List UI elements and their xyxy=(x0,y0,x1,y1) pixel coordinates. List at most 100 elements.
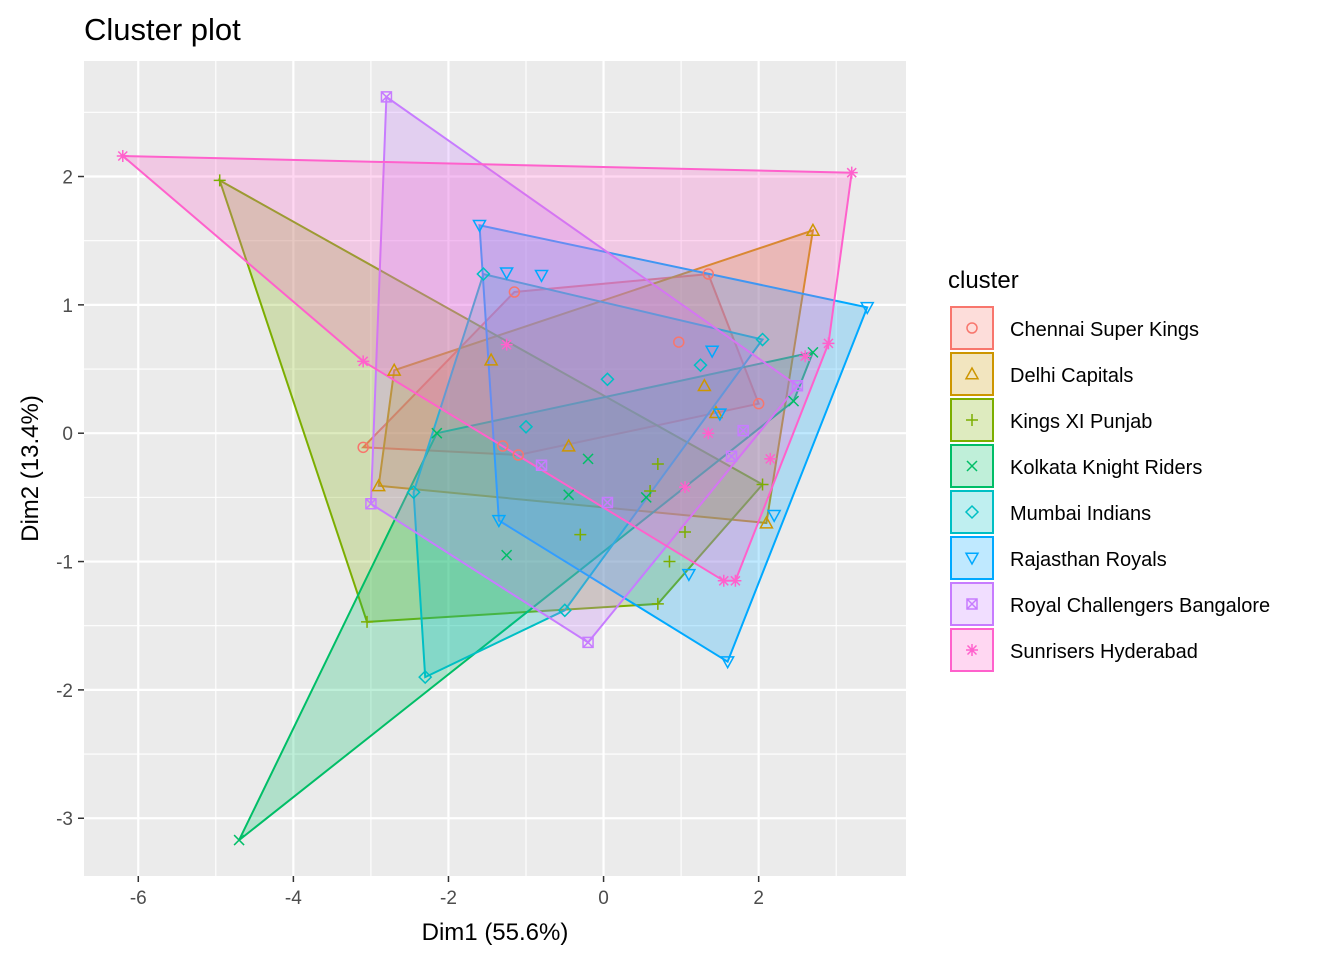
point-kolkata-knight-riders xyxy=(431,427,443,439)
hull-mumbai-indians xyxy=(412,272,765,679)
legend-label-kings-xi-punjab: Kings XI Punjab xyxy=(1010,411,1152,433)
point-chennai-super-kings xyxy=(357,441,369,454)
x-tick-label: -2 xyxy=(440,888,457,909)
point-sunrisers-hyderabad xyxy=(799,350,812,363)
x-tick-label: 0 xyxy=(598,888,609,909)
point-delhi-capitals xyxy=(386,362,402,376)
legend-title: cluster xyxy=(948,267,1019,294)
point-kolkata-knight-riders xyxy=(563,489,575,501)
point-mumbai-indians xyxy=(755,332,770,347)
point-sunrisers-hyderabad xyxy=(764,452,777,465)
x-tick-label: 2 xyxy=(753,888,764,909)
point-rajasthan-royals xyxy=(499,267,514,281)
point-kings-xi-punjab xyxy=(678,526,691,539)
point-sunrisers-hyderabad xyxy=(729,574,742,587)
data-points xyxy=(116,91,875,846)
y-axis-ticks: -3 -2 -1 0 1 2 xyxy=(56,168,84,830)
point-sunrisers-hyderabad xyxy=(357,355,370,368)
point-delhi-capitals xyxy=(708,405,724,419)
point-kolkata-knight-riders xyxy=(788,395,800,407)
legend-marker-mumbai-indians xyxy=(964,504,980,520)
legend-key-delhi-capitals xyxy=(950,352,994,396)
legend-key-chennai-super-kings xyxy=(950,306,994,350)
point-sunrisers-hyderabad xyxy=(717,574,730,587)
legend-marker-delhi-capitals xyxy=(964,366,980,380)
point-kings-xi-punjab xyxy=(361,615,374,628)
point-kings-xi-punjab xyxy=(213,174,226,187)
point-delhi-capitals xyxy=(759,515,774,529)
point-sunrisers-hyderabad xyxy=(845,166,858,179)
point-kings-xi-punjab xyxy=(574,528,587,541)
x-tick-label: -6 xyxy=(130,888,147,909)
legend-label-delhi-capitals: Delhi Capitals xyxy=(1010,365,1133,387)
point-delhi-capitals xyxy=(805,222,821,236)
legend-label-kolkata-knight-riders: Kolkata Knight Riders xyxy=(1010,457,1202,479)
legend-marker-kolkata-knight-riders xyxy=(966,460,978,472)
point-rajasthan-royals xyxy=(766,509,782,523)
legend-marker-royal-challengers-bangalore xyxy=(966,598,978,610)
y-tick-label: 0 xyxy=(62,424,73,445)
cluster-hulls xyxy=(120,95,869,841)
point-kings-xi-punjab xyxy=(651,597,664,610)
point-rajasthan-royals xyxy=(491,514,507,529)
y-tick-label: -2 xyxy=(56,681,73,702)
point-royal-challengers-bangalore xyxy=(601,496,614,509)
point-chennai-super-kings xyxy=(673,336,685,348)
point-rajasthan-royals xyxy=(712,408,728,422)
legend-marker-rajasthan-royals xyxy=(964,552,980,566)
x-tick-label: -4 xyxy=(285,888,302,909)
point-royal-challengers-bangalore xyxy=(791,379,804,392)
point-kolkata-knight-riders xyxy=(582,453,594,465)
point-mumbai-indians xyxy=(518,419,534,434)
legend-marker-chennai-super-kings xyxy=(966,322,978,334)
y-tick-label: -1 xyxy=(56,553,73,574)
point-sunrisers-hyderabad xyxy=(500,338,513,351)
point-kings-xi-punjab xyxy=(756,478,769,491)
legend-marker-sunrisers-hyderabad xyxy=(966,644,978,656)
legend-label-rajasthan-royals: Rajasthan Royals xyxy=(1010,549,1167,571)
y-tick-label: 2 xyxy=(62,168,73,189)
point-kolkata-knight-riders xyxy=(233,834,245,846)
point-mumbai-indians xyxy=(693,358,708,373)
point-rajasthan-royals xyxy=(859,301,875,315)
legend-key-royal-challengers-bangalore xyxy=(950,582,994,626)
legend-key-kings-xi-punjab xyxy=(950,398,994,442)
point-delhi-capitals xyxy=(697,378,712,392)
point-kolkata-knight-riders xyxy=(501,549,513,561)
y-axis-label: Dim2 (13.4%) xyxy=(17,395,44,542)
point-chennai-super-kings xyxy=(702,268,715,280)
grid-lines xyxy=(84,61,906,876)
hull-chennai-super-kings xyxy=(360,273,761,457)
point-mumbai-indians xyxy=(600,372,615,387)
point-royal-challengers-bangalore xyxy=(737,424,749,437)
point-sunrisers-hyderabad xyxy=(678,481,691,494)
point-royal-challengers-bangalore xyxy=(380,91,393,103)
point-kings-xi-punjab xyxy=(663,555,676,568)
point-royal-challengers-bangalore xyxy=(725,450,738,463)
legend-label-mumbai-indians: Mumbai Indians xyxy=(1010,503,1151,525)
point-chennai-super-kings xyxy=(508,286,521,298)
point-kolkata-knight-riders xyxy=(640,491,652,503)
legend-label-royal-challengers-bangalore: Royal Challengers Bangalore xyxy=(1010,595,1270,617)
hull-rajasthan-royals xyxy=(478,224,869,664)
legend-label-sunrisers-hyderabad: Sunrisers Hyderabad xyxy=(1010,641,1198,663)
point-kings-xi-punjab xyxy=(651,458,664,471)
x-axis-ticks: -6 -4 -2 0 2 xyxy=(130,876,764,909)
point-chennai-super-kings xyxy=(512,449,525,461)
point-chennai-super-kings xyxy=(752,397,765,410)
point-royal-challengers-bangalore xyxy=(582,636,594,649)
point-rajasthan-royals xyxy=(720,656,735,670)
chart-title: Cluster plot xyxy=(84,12,241,47)
y-tick-label: -3 xyxy=(56,809,73,830)
legend-key-rajasthan-royals xyxy=(950,536,994,580)
point-royal-challengers-bangalore xyxy=(535,459,548,472)
point-sunrisers-hyderabad xyxy=(702,427,715,440)
point-rajasthan-royals xyxy=(534,269,549,283)
legend-key-mumbai-indians xyxy=(950,490,994,534)
point-sunrisers-hyderabad xyxy=(822,337,835,350)
legend-key-sunrisers-hyderabad xyxy=(950,628,994,672)
legend: cluster Chennai Super Kings Delhi Capital… xyxy=(948,267,1270,672)
point-rajasthan-royals xyxy=(681,568,697,582)
point-kings-xi-punjab xyxy=(644,484,657,497)
